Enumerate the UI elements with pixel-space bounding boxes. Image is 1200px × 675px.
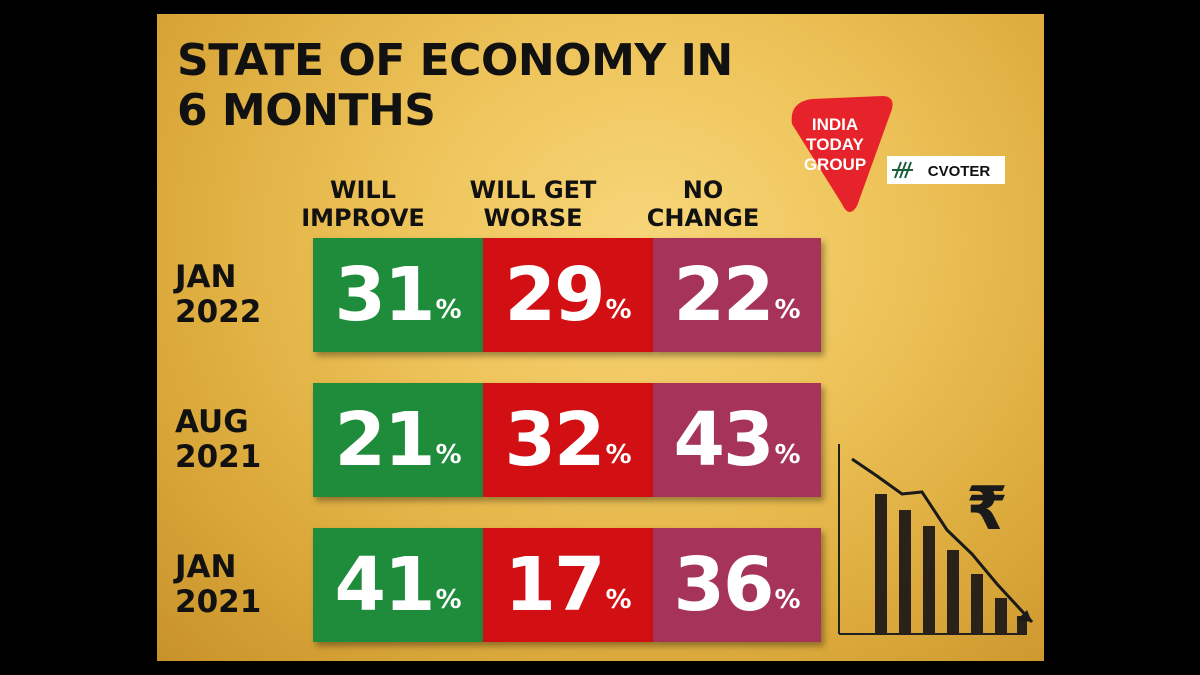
column-header-line: WORSE: [483, 204, 583, 232]
column-header-line: WILL GET: [469, 176, 597, 204]
column-header-no-change: NO CHANGE: [618, 176, 788, 232]
logo-partner-text: CVOTER: [928, 163, 991, 180]
row-label-month: JAN: [175, 259, 237, 295]
cell-aug-2021-no-change: 43%: [653, 383, 821, 497]
percent-sign: %: [774, 440, 801, 470]
row-label-year: 2021: [175, 584, 262, 620]
logo-text-line-3: GROUP: [804, 155, 866, 174]
value-label: 43: [673, 397, 774, 483]
india-today-cvoter-logo: INDIA TODAY GROUP CVOTER: [791, 96, 1005, 213]
cell-jan-2022-will-improve: 31%: [313, 238, 483, 352]
cell-jan-2022-no-change: 22%: [653, 238, 821, 352]
value-label: 22: [673, 252, 774, 338]
cell-jan-2022-will-get-worse: 29%: [483, 238, 653, 352]
infographic-panel: STATE OF ECONOMY IN 6 MONTHS INDIA TODAY…: [157, 14, 1044, 661]
value-label: 36: [673, 542, 774, 628]
title-line-1: STATE OF ECONOMY IN: [177, 35, 733, 86]
value-label: 17: [504, 542, 605, 628]
column-header-line: CHANGE: [646, 204, 760, 232]
value-label: 21: [334, 397, 435, 483]
column-header-line: IMPROVE: [301, 204, 425, 232]
percent-sign: %: [605, 585, 632, 615]
rupee-falling-bar-chart-icon: ₹: [838, 444, 1034, 635]
value-label: 32: [504, 397, 605, 483]
row-label-month: AUG: [175, 404, 249, 440]
cell-jan-2021-will-get-worse: 17%: [483, 528, 653, 642]
svg-text:₹: ₹: [966, 474, 1008, 544]
title-line-2: 6 MONTHS: [177, 85, 436, 136]
percent-sign: %: [435, 440, 462, 470]
percent-sign: %: [774, 295, 801, 325]
row-label-aug-2021: AUG 2021: [175, 405, 305, 475]
column-header-line: NO: [682, 176, 724, 204]
percent-sign: %: [435, 585, 462, 615]
cell-jan-2021-will-improve: 41%: [313, 528, 483, 642]
column-header-will-improve: WILL IMPROVE: [278, 176, 448, 232]
column-header-line: WILL: [330, 176, 396, 204]
percent-sign: %: [605, 440, 632, 470]
cell-aug-2021-will-get-worse: 32%: [483, 383, 653, 497]
row-label-year: 2022: [175, 294, 262, 330]
value-label: 31: [334, 252, 435, 338]
percent-sign: %: [435, 295, 462, 325]
row-label-month: JAN: [175, 549, 237, 585]
cell-aug-2021-will-improve: 21%: [313, 383, 483, 497]
logo-text-line-2: TODAY: [806, 135, 864, 154]
value-label: 29: [504, 252, 605, 338]
value-label: 41: [334, 542, 435, 628]
cell-jan-2021-no-change: 36%: [653, 528, 821, 642]
percent-sign: %: [605, 295, 632, 325]
percent-sign: %: [774, 585, 801, 615]
row-label-year: 2021: [175, 439, 262, 475]
page-title: STATE OF ECONOMY IN 6 MONTHS: [177, 36, 733, 136]
logo-text-line-1: INDIA: [812, 115, 858, 134]
row-label-jan-2021: JAN 2021: [175, 550, 305, 620]
row-label-jan-2022: JAN 2022: [175, 260, 305, 330]
column-header-will-get-worse: WILL GET WORSE: [448, 176, 618, 232]
